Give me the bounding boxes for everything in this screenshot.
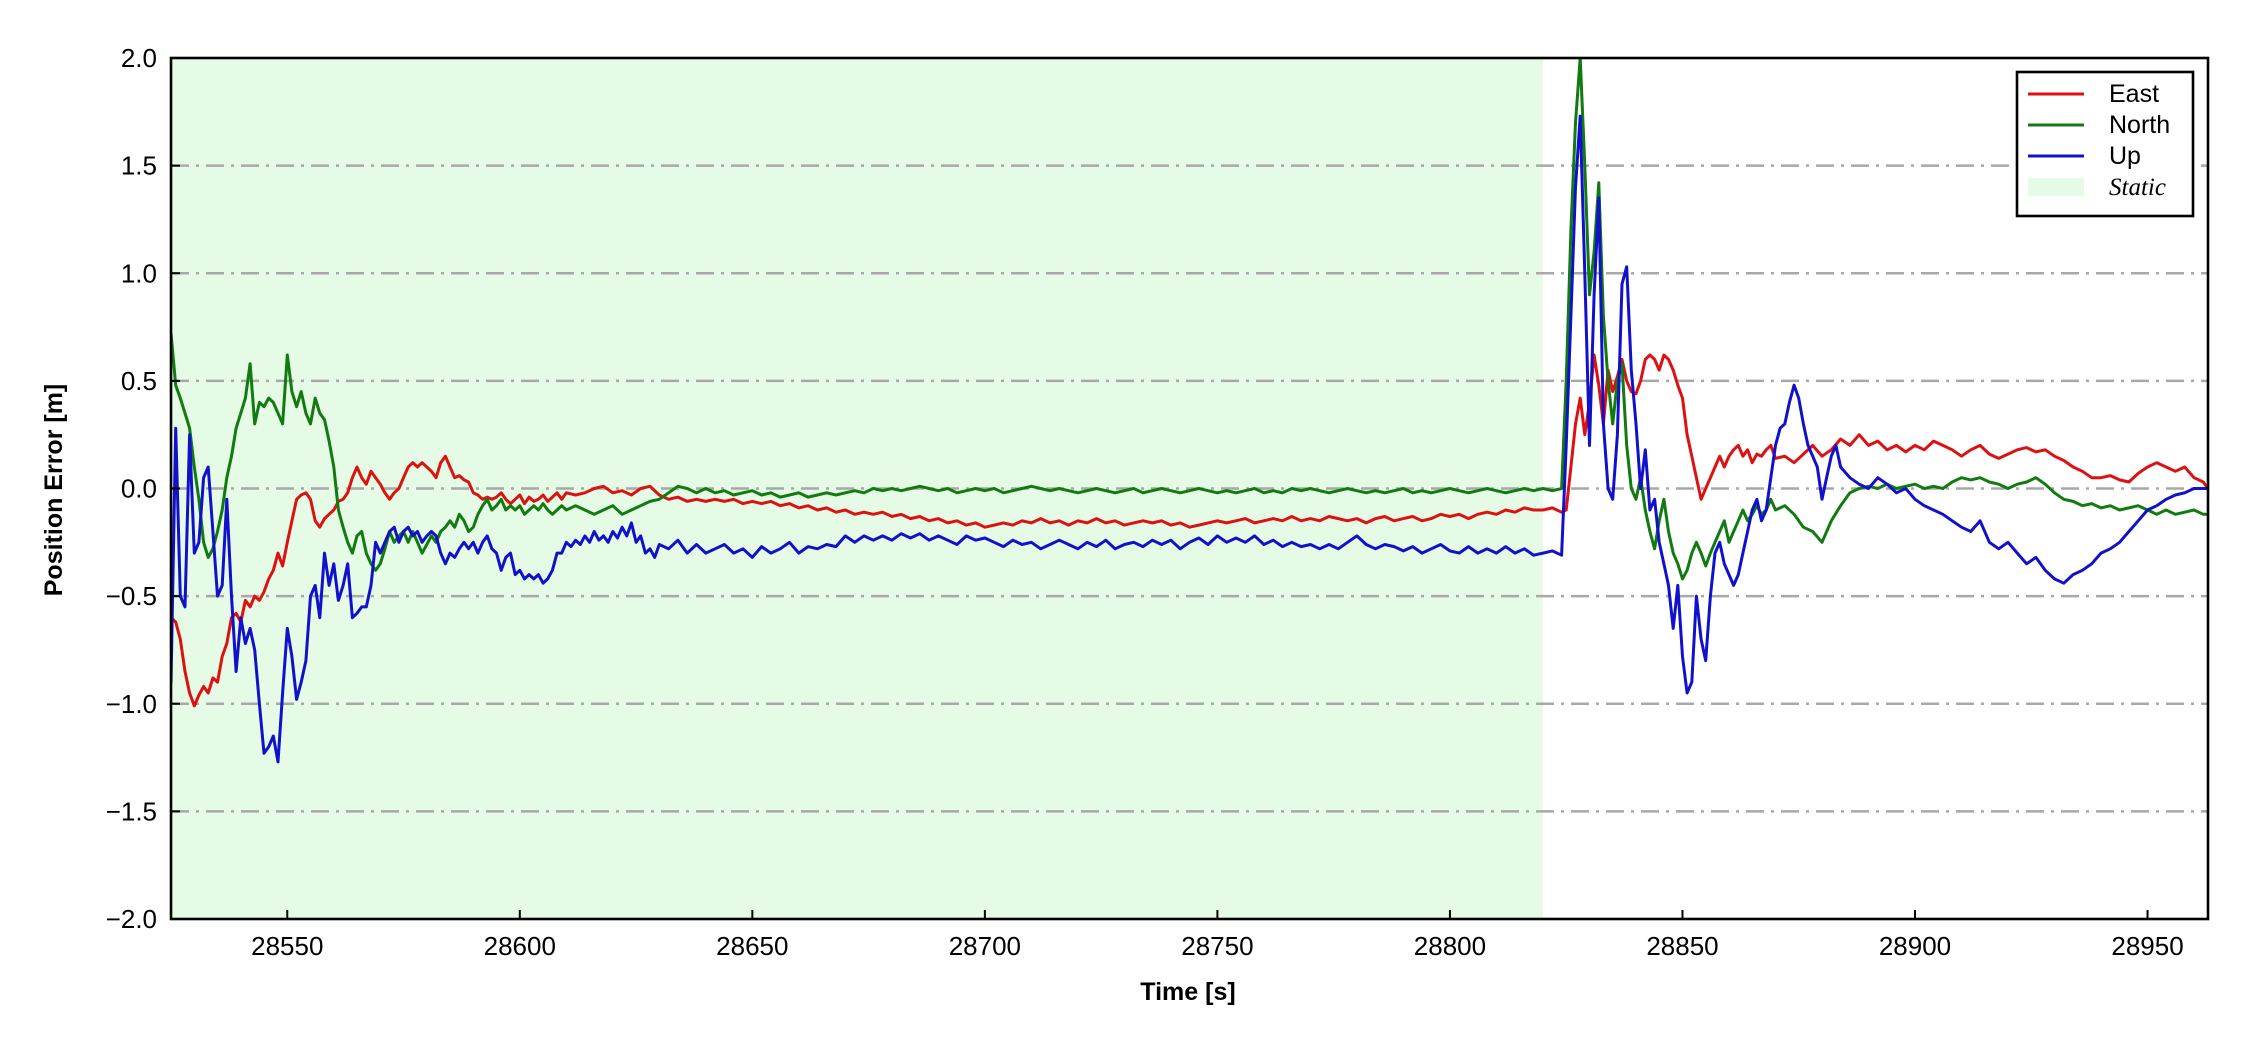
x-tick-label: 28950 (2111, 931, 2183, 961)
series-line-north (171, 58, 2208, 581)
y-tick-label: 0.5 (121, 366, 157, 396)
legend-label-static: Static (2109, 174, 2166, 201)
plot-area: 28550 28600 28650 28700 28750 28800 28850 28900… (106, 43, 2210, 961)
x-tick-label: 28900 (1879, 931, 1951, 961)
legend-label-up: Up (2109, 142, 2141, 170)
legend-swatch-static (2028, 178, 2084, 196)
legend: East North Up Static (2015, 70, 2195, 218)
x-tick-label: 28700 (949, 931, 1021, 961)
x-tick-label: 28850 (1646, 931, 1718, 961)
x-tick-label: 28800 (1414, 931, 1486, 961)
y-tick-label: 1.5 (121, 151, 157, 181)
x-axis-title: Time [s] (1140, 978, 1235, 1006)
y-tick-label: 2.0 (121, 43, 157, 73)
x-tick-label: 28750 (1181, 931, 1253, 961)
y-tick-label: 0.0 (121, 474, 157, 504)
y-tick-label: −0.5 (106, 581, 157, 611)
y-tick-label: −2.0 (106, 904, 157, 934)
series-group (171, 58, 2208, 764)
x-tick-label: 28650 (716, 931, 788, 961)
y-tick-label: −1.5 (106, 796, 157, 826)
series-line-up (171, 114, 2208, 764)
y-tick-label: −1.0 (106, 689, 157, 719)
x-tick-label: 28550 (251, 931, 323, 961)
y-tick-label: 1.0 (121, 258, 157, 288)
legend-label-east: East (2109, 80, 2159, 108)
y-axis-title: Position Error [m] (40, 384, 68, 597)
x-tick-label: 28600 (484, 931, 556, 961)
legend-label-north: North (2109, 111, 2170, 139)
